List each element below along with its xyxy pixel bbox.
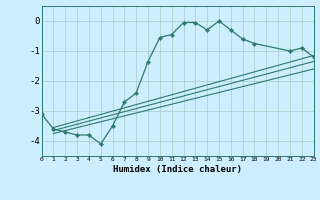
X-axis label: Humidex (Indice chaleur): Humidex (Indice chaleur) — [113, 165, 242, 174]
